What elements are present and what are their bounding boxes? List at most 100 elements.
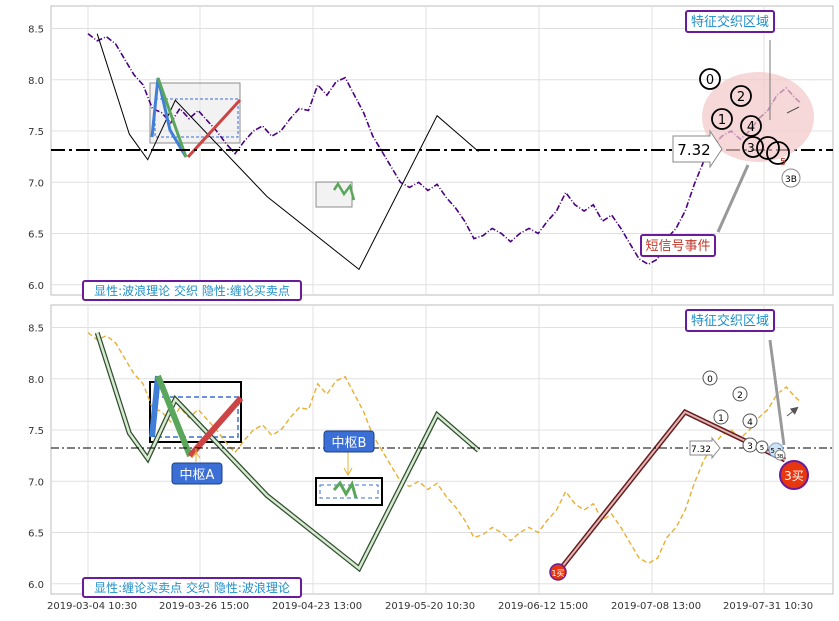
top-wave-circle-1 (711, 108, 733, 130)
top-legend-text: 显性:波浪理论 交织 隐性:缠论买卖点 (94, 283, 290, 298)
top-signal-badge-text: 短信号事件 (645, 239, 710, 254)
bottom-feature-badge-text: 特征交织区域 (691, 313, 769, 329)
top-y-tick-label: 7.0 (28, 178, 44, 189)
top-legend (82, 280, 302, 301)
top-y-tick-label: 8.0 (28, 76, 44, 87)
top-signal-badge (640, 234, 716, 257)
top-wave-label-1: 1 (718, 113, 726, 128)
top-price-callout (672, 129, 723, 169)
top-pivot-line (96, 33, 479, 271)
bottom-price-line (87, 332, 801, 565)
x-tick-label: 2019-07-08 13:00 (611, 601, 701, 612)
top-signal-pointer-a (716, 164, 750, 233)
top-price-callout-text: 7.32 (677, 141, 710, 159)
bottom-legend (82, 577, 302, 598)
bottom-wave-label-2: 2 (737, 391, 743, 401)
bottom-y-tick-label: 8.5 (28, 324, 44, 335)
bottom-pivot-box-b (315, 477, 383, 506)
bottom-price-callout (689, 436, 721, 460)
top-feature-badge (685, 10, 775, 33)
top-grid (51, 6, 833, 295)
top-pivot-box-b (315, 181, 353, 208)
pivot-a-label: 中枢A (180, 468, 215, 483)
pivot-a-pointer-head (191, 451, 201, 459)
buy-1-marker (549, 563, 567, 581)
top-y-tick-label: 7.5 (28, 127, 44, 138)
bottom-feature-arrow (786, 406, 799, 417)
top-wave-circle-3 (742, 136, 764, 158)
bottom-feature-pointer (768, 339, 786, 446)
pivot-b-label: 中枢B (332, 436, 367, 451)
top-y-tick-label: 6.0 (28, 281, 44, 292)
top-wave-circle-0 (699, 68, 721, 90)
top-signal-pointer-b (721, 164, 753, 233)
bottom-wave-rebound (187, 396, 244, 458)
bottom-wave-circle-3b (774, 449, 786, 461)
top-feature-badge-text: 特征交织区域 (691, 14, 769, 30)
top-wave-circle-5b (766, 141, 790, 165)
bottom-wave-label-5: 5 (760, 444, 764, 452)
top-wave-label-5: 5 (780, 157, 786, 168)
bottom-feature-pointer-inner (771, 339, 787, 446)
x-tick-label: 2019-06-12 15:00 (498, 601, 588, 612)
buy-3-label: 3买 (784, 469, 804, 483)
bottom-y-tick-label: 6.5 (28, 529, 44, 540)
top-wave-small (332, 181, 356, 201)
top-wave-label-2: 2 (737, 90, 745, 105)
bottom-wave-label-4: 4 (747, 418, 753, 428)
bottom-wave-label-5-2: 5.2 (770, 447, 781, 455)
bottom-wave-label-3: 3 (747, 442, 753, 452)
bottom-wave-circle-1 (713, 409, 729, 425)
bottom-wave-down (155, 374, 193, 458)
top-wave-label-4: 4 (747, 120, 755, 135)
bottom-wave-up (149, 375, 161, 438)
bottom-wave-circle-0 (702, 370, 718, 386)
top-wave-rebound (186, 98, 242, 159)
x-tick-label: 2019-05-20 10:30 (385, 601, 475, 612)
bottom-wave-label-0: 0 (707, 375, 713, 385)
bottom-wave-label-3b: 3B (777, 454, 784, 460)
bottom-y-tick-label: 6.0 (28, 580, 44, 591)
bottom-wave-circle-4 (742, 413, 758, 429)
bottom-y-tick-labels: 6.0 6.5 7.0 7.5 8.0 8.5 (28, 324, 44, 591)
x-tick-label: 2019-07-31 10:30 (723, 601, 813, 612)
bottom-pivot-box-a (149, 381, 242, 443)
bottom-wave-label-1: 1 (718, 414, 724, 424)
top-wave-down (156, 77, 188, 158)
bottom-pivot-box-b-inner (319, 484, 379, 499)
pivot-a-tag (171, 462, 223, 485)
x-tick-labels: 2019-03-04 10:30 2019-03-26 15:00 2019-04-… (47, 601, 813, 612)
buy-1-label: 1买 (551, 569, 564, 578)
top-wave-circle-3b (781, 168, 801, 188)
top-wave-label-3b: 3B (785, 175, 797, 185)
bottom-price-callout-text: 7.32 (691, 445, 711, 455)
bottom-y-tick-label: 7.5 (28, 426, 44, 437)
top-wave-circle-2 (730, 85, 752, 107)
x-tick-label: 2019-03-26 15:00 (159, 601, 249, 612)
pivot-b-pointer-head (343, 467, 353, 477)
bottom-wave-circle-2 (732, 386, 748, 402)
bottom-y-tick-label: 7.0 (28, 477, 44, 488)
x-tick-label: 2019-04-23 13:00 (272, 601, 362, 612)
bottom-wave-small (332, 480, 358, 499)
bottom-wave-circle-5 (755, 440, 769, 454)
bottom-legend-text: 显性:缠论买卖点 交织 隐性:波浪理论 (94, 580, 290, 595)
top-y-tick-label: 8.5 (28, 25, 44, 36)
top-wave-label-0: 0 (706, 73, 714, 88)
top-wave-up (150, 77, 188, 158)
top-feature-ellipse (702, 72, 814, 162)
bottom-pivot-line (96, 332, 480, 571)
top-price-line (87, 33, 801, 266)
top-feature-tick (786, 106, 800, 114)
bottom-y-tick-label: 8.0 (28, 375, 44, 386)
x-tick-label: 2019-03-04 10:30 (47, 601, 137, 612)
top-wave-circle-4 (740, 115, 762, 137)
top-wave-label-3: 3 (747, 141, 755, 155)
top-y-tick-label: 6.5 (28, 230, 44, 241)
top-y-tick-labels: 6.0 6.5 7.0 7.5 8.0 8.5 (28, 25, 44, 292)
top-pivot-box-a (149, 82, 241, 144)
buy-3-marker (779, 460, 809, 490)
pivot-b-tag (323, 430, 375, 453)
